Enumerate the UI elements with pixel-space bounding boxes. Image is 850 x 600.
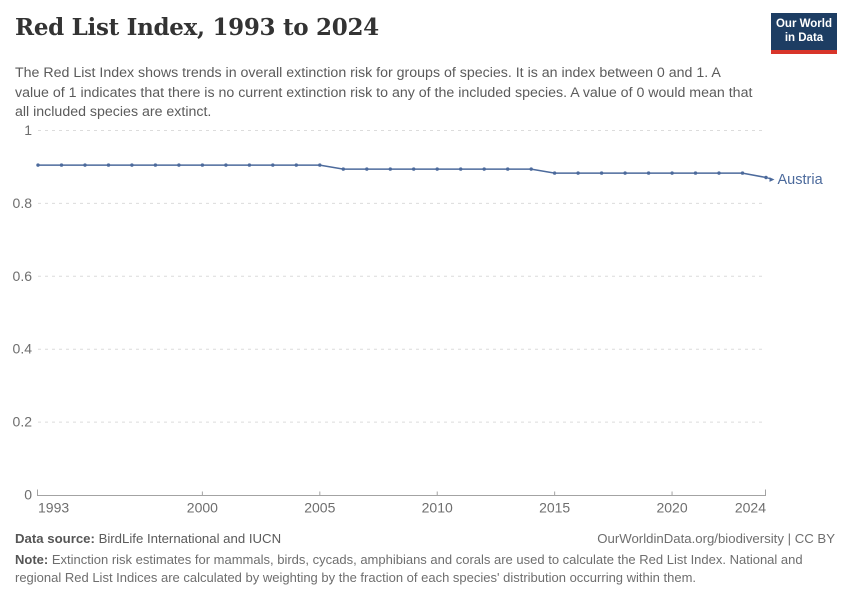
line-chart-plot-area[interactable]: 0 0.2 0.4 0.6 0.8 1 1993 2000 2005 2010 2015 2020 20…	[0, 0, 850, 528]
x-tick-label: 2005	[304, 500, 335, 516]
data-source-label: Data source:	[15, 531, 95, 546]
note-text: Extinction risk estimates for mammals, b…	[15, 552, 803, 585]
y-tick-label: 0.8	[13, 195, 33, 211]
data-point[interactable]	[576, 171, 580, 175]
note-label: Note:	[15, 552, 49, 567]
data-point[interactable]	[83, 163, 87, 167]
y-tick-label: 0.6	[13, 268, 33, 284]
data-point[interactable]	[106, 163, 111, 167]
data-point[interactable]	[153, 163, 158, 167]
note-line: Note: Extinction risk estimates for mamm…	[15, 551, 835, 587]
data-point[interactable]	[599, 171, 604, 175]
series-end-label: Austria	[778, 172, 824, 188]
data-point[interactable]	[130, 163, 134, 167]
data-point[interactable]	[59, 163, 64, 167]
data-source-value: BirdLife International and IUCN	[98, 531, 282, 546]
y-tick-label: 0.2	[13, 414, 33, 430]
chart-subtitle: The Red List Index shows trends in overa…	[15, 65, 753, 121]
data-point[interactable]	[482, 167, 486, 171]
data-point[interactable]	[224, 163, 228, 167]
data-point[interactable]	[365, 167, 369, 171]
data-point[interactable]	[177, 163, 181, 167]
data-point[interactable]	[623, 171, 627, 175]
data-point[interactable]	[740, 171, 745, 175]
data-point[interactable]	[294, 163, 298, 167]
data-point[interactable]	[646, 171, 651, 175]
chart-footer: Data source: BirdLife International and …	[15, 531, 835, 587]
data-source-line: Data source: BirdLife International and …	[15, 531, 281, 546]
y-tick-label: 0	[24, 487, 32, 503]
data-point[interactable]	[670, 171, 674, 175]
owid-logo-line2: in Data	[784, 32, 824, 45]
owid-logo: Our World in Data	[771, 13, 837, 54]
x-tick-label: 1993	[38, 500, 69, 516]
y-tick-label: 1	[24, 122, 32, 138]
data-point[interactable]	[341, 167, 345, 171]
chart-title: Red List Index, 1993 to 2024	[15, 14, 379, 41]
owid-logo-line1: Our World	[775, 18, 832, 30]
data-point[interactable]	[435, 167, 439, 171]
x-tick-label: 2010	[422, 500, 453, 516]
x-tick-label: 2020	[656, 500, 687, 516]
x-tick-label: 2024	[735, 500, 766, 516]
data-point[interactable]	[552, 171, 557, 175]
data-point[interactable]	[412, 167, 416, 171]
data-point[interactable]	[36, 163, 40, 167]
x-tick-label: 2000	[187, 500, 218, 516]
end-label-arrow-icon	[769, 177, 775, 182]
data-point[interactable]	[717, 171, 721, 175]
x-tick-label: 2015	[539, 500, 570, 516]
data-point[interactable]	[459, 167, 463, 171]
data-point[interactable]	[200, 163, 205, 167]
data-point[interactable]	[247, 163, 252, 167]
data-point[interactable]	[506, 167, 510, 171]
data-point[interactable]	[529, 167, 533, 171]
data-point[interactable]	[271, 163, 275, 167]
data-point[interactable]	[318, 163, 322, 167]
attribution-text: OurWorldinData.org/biodiversity | CC BY	[597, 531, 835, 546]
data-point[interactable]	[693, 171, 698, 175]
data-line[interactable]	[38, 164, 767, 179]
y-tick-label: 0.4	[13, 341, 33, 357]
data-point[interactable]	[388, 167, 392, 171]
